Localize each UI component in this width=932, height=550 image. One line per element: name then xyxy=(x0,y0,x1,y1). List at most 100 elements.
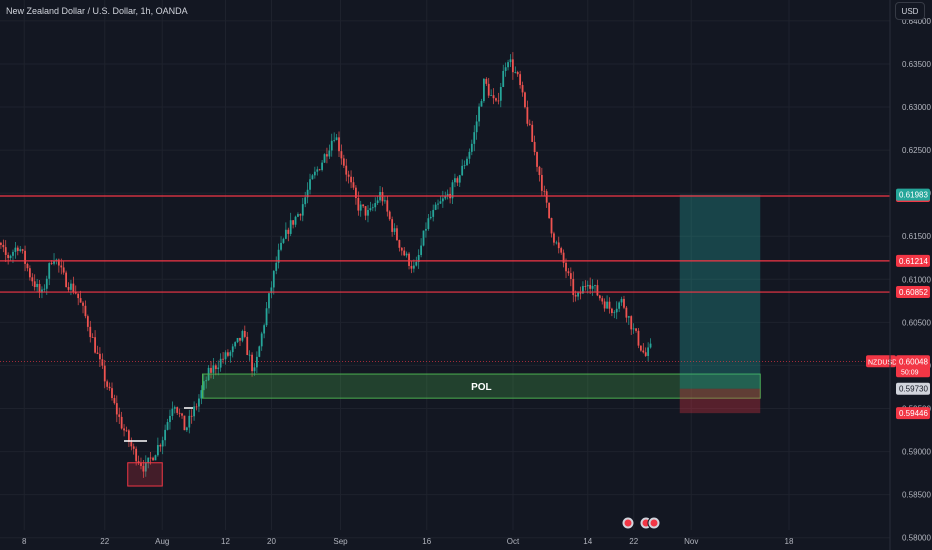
candle-body xyxy=(644,352,647,356)
stop-tag-label: 0.59446 xyxy=(899,409,928,418)
candle-body xyxy=(304,197,307,205)
candle-body xyxy=(239,337,241,341)
candle-body xyxy=(60,265,63,268)
candle-body xyxy=(565,262,567,272)
candle-body xyxy=(487,83,490,96)
x-tick-label: Oct xyxy=(507,537,520,546)
x-tick-label: 16 xyxy=(422,537,431,546)
chart-title: New Zealand Dollar / U.S. Dollar, 1h, OA… xyxy=(6,6,188,16)
candle-body xyxy=(125,430,128,432)
candle-body xyxy=(514,72,517,73)
candle-body xyxy=(463,165,466,167)
candle-body xyxy=(647,347,650,356)
candle-body xyxy=(171,408,174,416)
candle-body xyxy=(519,74,522,86)
candle-body xyxy=(480,101,483,107)
current-price-tag xyxy=(896,355,930,378)
candle-body xyxy=(637,330,640,346)
candle-body xyxy=(173,407,176,409)
candle-body xyxy=(294,216,297,225)
candle-body xyxy=(603,301,606,309)
demand-box xyxy=(127,462,163,487)
candle-body xyxy=(217,367,220,370)
candle-body xyxy=(161,440,164,447)
candle-body xyxy=(321,162,323,170)
y-tick-label: 0.64000 xyxy=(902,17,931,26)
candle-body xyxy=(350,176,352,183)
symbol-tag xyxy=(866,355,896,368)
candle-body xyxy=(181,413,183,416)
candle-body xyxy=(275,262,278,271)
candle-body xyxy=(128,430,130,442)
candle-body xyxy=(65,272,68,288)
candle-body xyxy=(299,214,302,216)
candle-body xyxy=(106,381,109,387)
candle-body xyxy=(504,67,507,71)
candle-body xyxy=(642,350,645,353)
candle-body xyxy=(313,171,316,176)
candle-body xyxy=(0,242,2,245)
candle-body xyxy=(338,137,340,152)
candle-body xyxy=(553,233,555,243)
candle-body xyxy=(400,247,403,251)
y-tick-label: 0.61500 xyxy=(902,232,931,241)
pol-zone xyxy=(202,373,761,399)
candle-body xyxy=(420,245,423,255)
candle-body xyxy=(111,388,113,399)
candle-body xyxy=(255,356,258,368)
candle-body xyxy=(96,352,99,354)
candle-body xyxy=(574,295,577,297)
candle-body xyxy=(198,398,200,407)
candle-body xyxy=(425,228,427,231)
candle-body xyxy=(635,328,637,331)
candle-body xyxy=(268,293,270,309)
candle-body xyxy=(212,365,215,373)
candle-body xyxy=(422,230,425,246)
candle-body xyxy=(429,216,432,219)
candle-body xyxy=(330,140,333,151)
candle-body xyxy=(193,406,196,417)
candle-body xyxy=(260,333,263,347)
price-axis[interactable]: 0.640000.635000.630000.625000.620000.615… xyxy=(866,0,931,550)
target-tag xyxy=(896,188,930,201)
candle-body xyxy=(202,381,205,391)
candle-body xyxy=(229,352,232,356)
x-tick-label: Nov xyxy=(684,537,698,546)
event-flag-icon-inner xyxy=(650,519,658,527)
candle-body xyxy=(405,253,408,256)
candle-body xyxy=(31,277,34,282)
candle-body xyxy=(282,238,285,243)
drawings: POL xyxy=(0,194,890,530)
time-axis[interactable]: 8 22 Aug 12 20 Sep 16 Oct 14 22 Nov 18 xyxy=(22,537,794,546)
x-tick-label: 22 xyxy=(100,537,109,546)
candle-body xyxy=(77,293,80,299)
y-tick-label: 0.62500 xyxy=(902,146,931,155)
y-tick-label: 0.60500 xyxy=(902,318,931,327)
candle-body xyxy=(412,265,415,269)
candle-body xyxy=(393,228,396,232)
candle-body xyxy=(53,260,55,264)
candle-body xyxy=(451,182,454,199)
candle-body xyxy=(16,247,19,251)
candle-body xyxy=(601,298,604,302)
candle-body xyxy=(485,78,488,84)
candle-body xyxy=(410,265,413,269)
candle-body xyxy=(434,204,437,210)
candle-body xyxy=(357,198,360,211)
entry-tag-label: 0.59730 xyxy=(899,385,928,394)
candle-body xyxy=(369,208,372,211)
candle-body xyxy=(598,295,601,299)
candle-body xyxy=(328,150,331,157)
candle-body xyxy=(292,220,295,225)
candle-body xyxy=(495,98,497,101)
candle-body xyxy=(536,152,538,167)
x-tick-label: 14 xyxy=(583,537,592,546)
candle-body xyxy=(263,325,266,334)
currency-button[interactable]: USD xyxy=(895,2,925,20)
candle-body xyxy=(521,85,524,93)
candle-body xyxy=(374,203,377,208)
candle-body xyxy=(458,175,461,183)
candle-body xyxy=(567,271,570,274)
candle-body xyxy=(246,336,249,356)
